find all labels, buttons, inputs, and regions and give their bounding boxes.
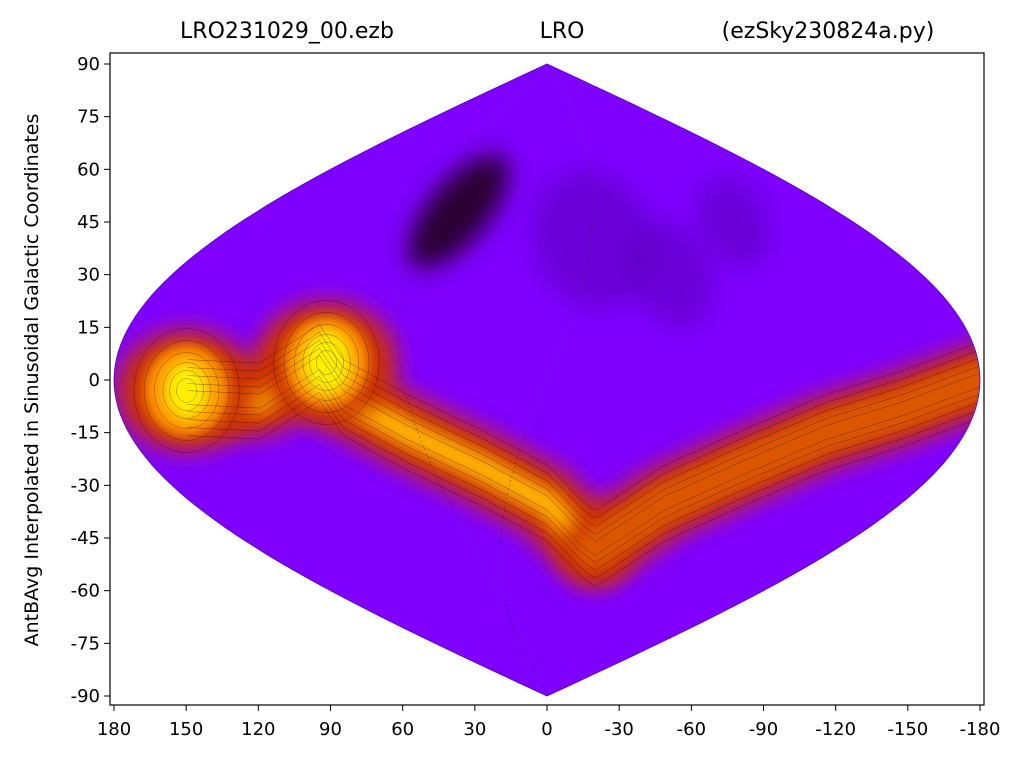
blob-contour-1-0: [176, 378, 198, 403]
x-tick-label-12: -180: [960, 719, 1001, 740]
x-tick-label-7: -30: [604, 719, 633, 740]
y-tick-label-2: 60: [77, 159, 100, 180]
contour-1-8: [595, 409, 980, 579]
blob-contour-1-2: [162, 362, 211, 419]
blob-contour-0-5: [273, 300, 380, 425]
blob-contour-0-1: [309, 342, 344, 383]
x-tick-label-10: -120: [815, 719, 856, 740]
heat-lobe-0: [530, 169, 656, 310]
blob-contour-0-0: [316, 350, 337, 375]
heat-lobe-1: [628, 221, 716, 329]
contour-lines: [133, 64, 980, 696]
y-tick-label-4: 30: [77, 265, 100, 286]
contour-0-6: [187, 376, 596, 563]
y-tick-label-3: 45: [77, 212, 100, 233]
contour-1-7: [595, 401, 980, 571]
y-tick-label-12: -90: [71, 686, 100, 707]
contour-0-1: [187, 332, 596, 519]
y-tick-label-9: -45: [71, 528, 100, 549]
contour-0-8: [187, 392, 596, 579]
x-tick-label-11: -150: [887, 719, 928, 740]
blob-contour-1-5: [133, 328, 240, 453]
contour-1-1: [595, 349, 980, 519]
blob-contour-1-1: [169, 370, 204, 411]
x-tick-label-4: 60: [391, 719, 414, 740]
x-tick-label-0: 180: [97, 719, 131, 740]
y-tick-label-8: -30: [71, 475, 100, 496]
guide-curve-1: [396, 64, 548, 696]
heat-lobe-2: [696, 176, 772, 268]
blob-core-3: [165, 362, 208, 419]
blob-contour-0-4: [283, 312, 370, 413]
x-tick-label-2: 120: [241, 719, 275, 740]
chart-title-left: LRO231029_00.ezb: [180, 19, 394, 44]
y-tick-label-10: -60: [71, 581, 100, 602]
blob-contour-0-2: [302, 334, 351, 391]
contour-1-2: [595, 357, 980, 527]
plane-band-1: [575, 360, 980, 569]
y-axis-label: AntBAvg Interpolated in Sinusoidal Galac…: [21, 114, 43, 647]
y-tick-label-5: 15: [77, 317, 100, 338]
dark-region-4: [407, 154, 509, 269]
contour-0-9: [187, 400, 596, 587]
x-tick-label-8: -60: [677, 719, 706, 740]
contour-0-0: [187, 324, 596, 511]
blob-contour-1-3: [154, 352, 220, 429]
blob-core-2: [302, 330, 351, 395]
contour-0-4: [187, 355, 596, 542]
x-tick-label-3: 90: [319, 719, 342, 740]
heatmap-area: [114, 64, 980, 696]
contour-1-0: [595, 341, 980, 511]
y-tick-label-1: 75: [77, 107, 100, 128]
contour-1-6: [595, 393, 980, 563]
blob-contour-1-4: [143, 340, 230, 441]
blob-contour-0-3: [294, 324, 360, 401]
y-tick-label-7: -15: [71, 423, 100, 444]
chart-title-right: (ezSky230824a.py): [722, 19, 935, 44]
contour-1-9: [595, 417, 980, 587]
y-axis: 90 75 60 45 30 15 0 -15 -30 -45 -60 -75 -90: [71, 54, 110, 707]
y-tick-label-11: -75: [71, 633, 100, 654]
contour-0-7: [187, 384, 596, 571]
x-tick-label-6: 0: [541, 719, 552, 740]
contour-1-5: [595, 386, 980, 556]
contour-0-2: [187, 340, 596, 527]
x-tick-label-1: 150: [169, 719, 203, 740]
y-tick-label-0: 90: [77, 54, 100, 75]
sinusoidal-outline: [113, 63, 981, 697]
contour-0-5: [187, 369, 596, 556]
x-tick-label-5: 30: [463, 719, 486, 740]
y-tick-label-6: 0: [89, 370, 100, 391]
chart-title-center: LRO: [540, 19, 585, 44]
contour-1-4: [595, 372, 980, 542]
x-tick-label-9: -90: [749, 719, 778, 740]
contour-0-3: [187, 348, 596, 535]
contour-1-3: [595, 365, 980, 535]
x-axis: 180 150 120 90 60 30 0 -30 -60 -90 -120 -150 -180: [97, 705, 1001, 740]
